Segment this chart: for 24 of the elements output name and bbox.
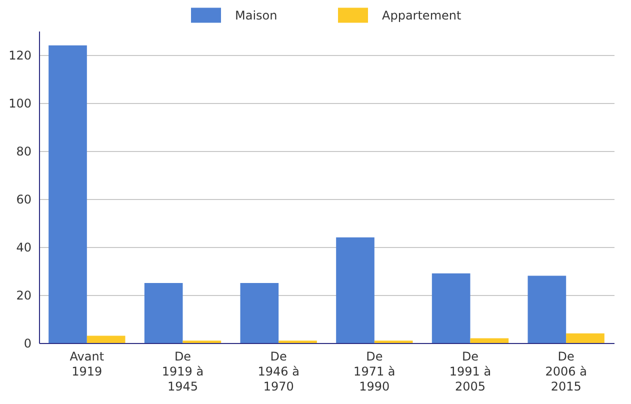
y-tick-label: 0: [24, 336, 32, 350]
bar: [86, 336, 126, 343]
y-tick-label: 80: [16, 144, 32, 158]
bar: [470, 338, 509, 343]
y-tick-label: 60: [16, 192, 32, 206]
legend-label: Maison: [235, 8, 278, 22]
bar: [48, 45, 87, 343]
y-tick-label: 20: [16, 288, 32, 302]
y-tick-label: 40: [16, 240, 32, 254]
x-tick-label: De 1919 à 1945: [162, 350, 204, 394]
bar: [432, 273, 470, 343]
x-tick-label: De 1946 à 1970: [258, 350, 300, 394]
bar: [528, 276, 566, 343]
bar: [566, 333, 604, 343]
bar: [240, 283, 279, 343]
y-tick-label: 100: [8, 96, 32, 110]
x-tick-label: De 1991 à 2005: [449, 350, 492, 394]
bar: [336, 237, 374, 343]
x-tick-label: De 1971 à 1990: [354, 350, 396, 394]
legend-label: Appartement: [382, 8, 462, 22]
y-tick-label: 120: [8, 48, 32, 62]
x-tick-label: De 2006 à 2015: [545, 350, 587, 394]
x-tick-label: Avant 1919: [70, 350, 104, 378]
bar: [144, 283, 183, 343]
